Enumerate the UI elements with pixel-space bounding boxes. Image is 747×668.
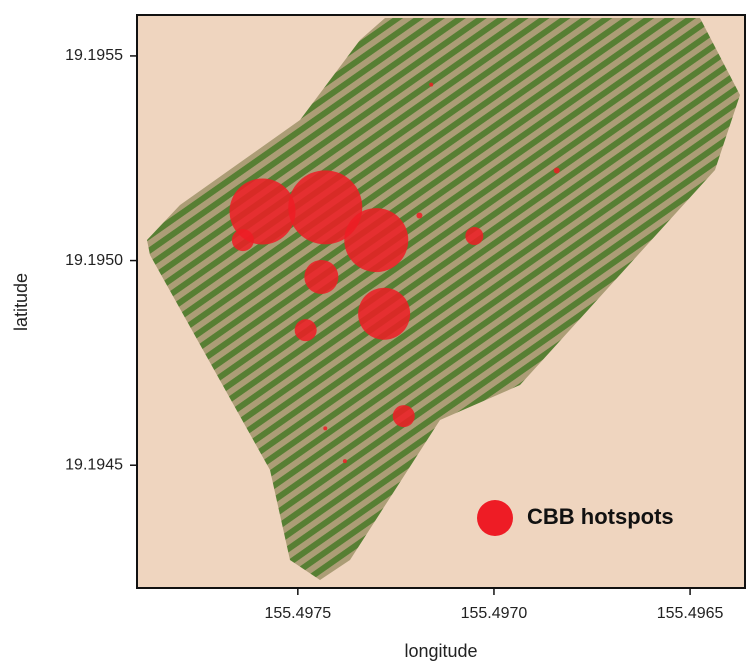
hotspot: [392, 405, 415, 428]
aerial-image: [147, 18, 740, 580]
legend-label: CBB hotspots: [527, 504, 674, 529]
hotspot: [416, 212, 423, 219]
y-axis-label: latitude: [11, 273, 31, 331]
plot-frame: [136, 14, 746, 589]
x-tick-label: 155.4965: [657, 605, 724, 622]
x-axis-label: longitude: [404, 641, 477, 661]
hotspot: [231, 229, 254, 252]
y-tick-label: 19.1950: [65, 252, 123, 269]
hotspot: [288, 170, 363, 245]
x-tick-label: 155.4970: [461, 605, 528, 622]
hotspot: [553, 167, 560, 174]
hotspot: [344, 208, 409, 273]
hotspot: [465, 227, 484, 246]
x-tick-label: 155.4975: [264, 605, 331, 622]
legend-marker: [477, 500, 513, 536]
hotspot: [304, 259, 339, 294]
hotspot: [294, 319, 317, 342]
hotspot: [229, 178, 296, 245]
hotspot: [323, 426, 328, 431]
y-tick-label: 19.1955: [65, 47, 123, 64]
y-tick-label: 19.1945: [65, 456, 123, 473]
hotspot: [429, 82, 434, 87]
hotspot: [342, 459, 347, 464]
hotspot: [358, 287, 411, 340]
